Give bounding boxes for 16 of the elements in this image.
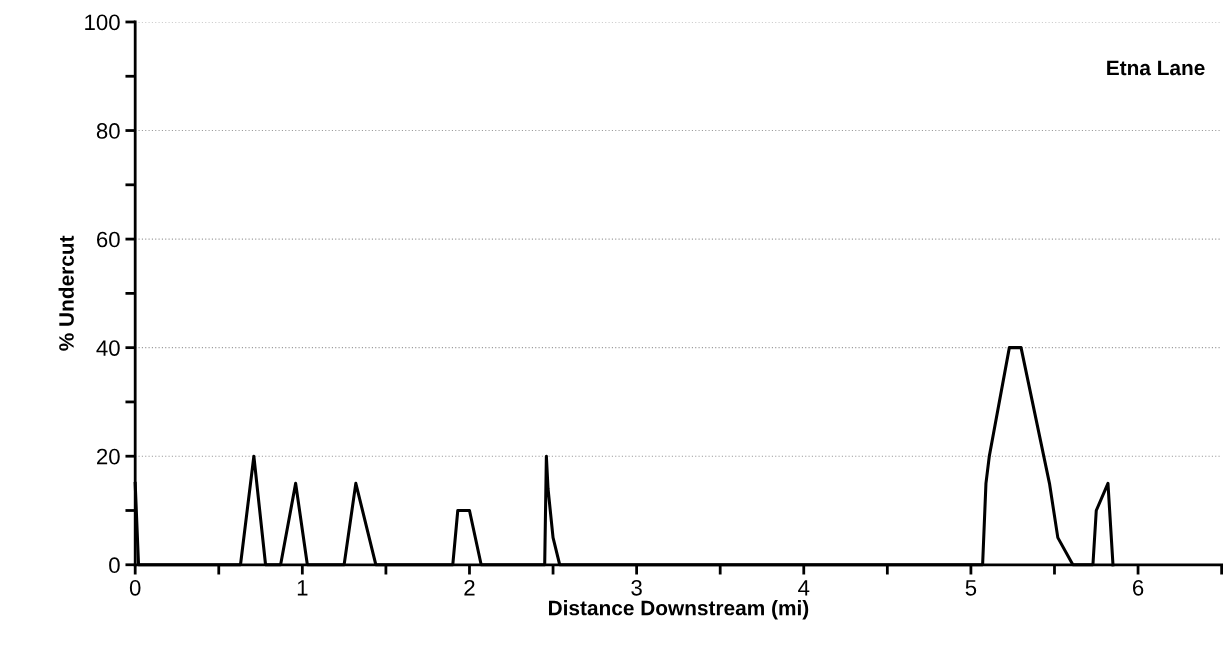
x-tick-label: 2 — [464, 579, 475, 596]
y-axis-title: % Undercut — [58, 235, 74, 351]
y-tick-label: 60 — [97, 231, 120, 248]
annotation: Etna Lane — [1107, 60, 1205, 76]
x-tick-label: 3 — [631, 579, 642, 596]
x-tick-label: 6 — [1133, 579, 1144, 596]
y-tick-label: 20 — [97, 448, 120, 465]
x-tick-label: 4 — [798, 580, 810, 596]
x-axis-title: Distance Downstream (mi) — [548, 600, 809, 620]
x-tick-label: 5 — [965, 580, 977, 596]
y-tick-label: 40 — [96, 340, 120, 356]
x-tick-label: 1 — [297, 580, 308, 596]
x-tick-label: 0 — [129, 579, 141, 596]
y-tick-label: 0 — [109, 557, 120, 574]
y-tick-label: 80 — [96, 123, 120, 139]
y-tick-label: 100 — [85, 14, 120, 31]
